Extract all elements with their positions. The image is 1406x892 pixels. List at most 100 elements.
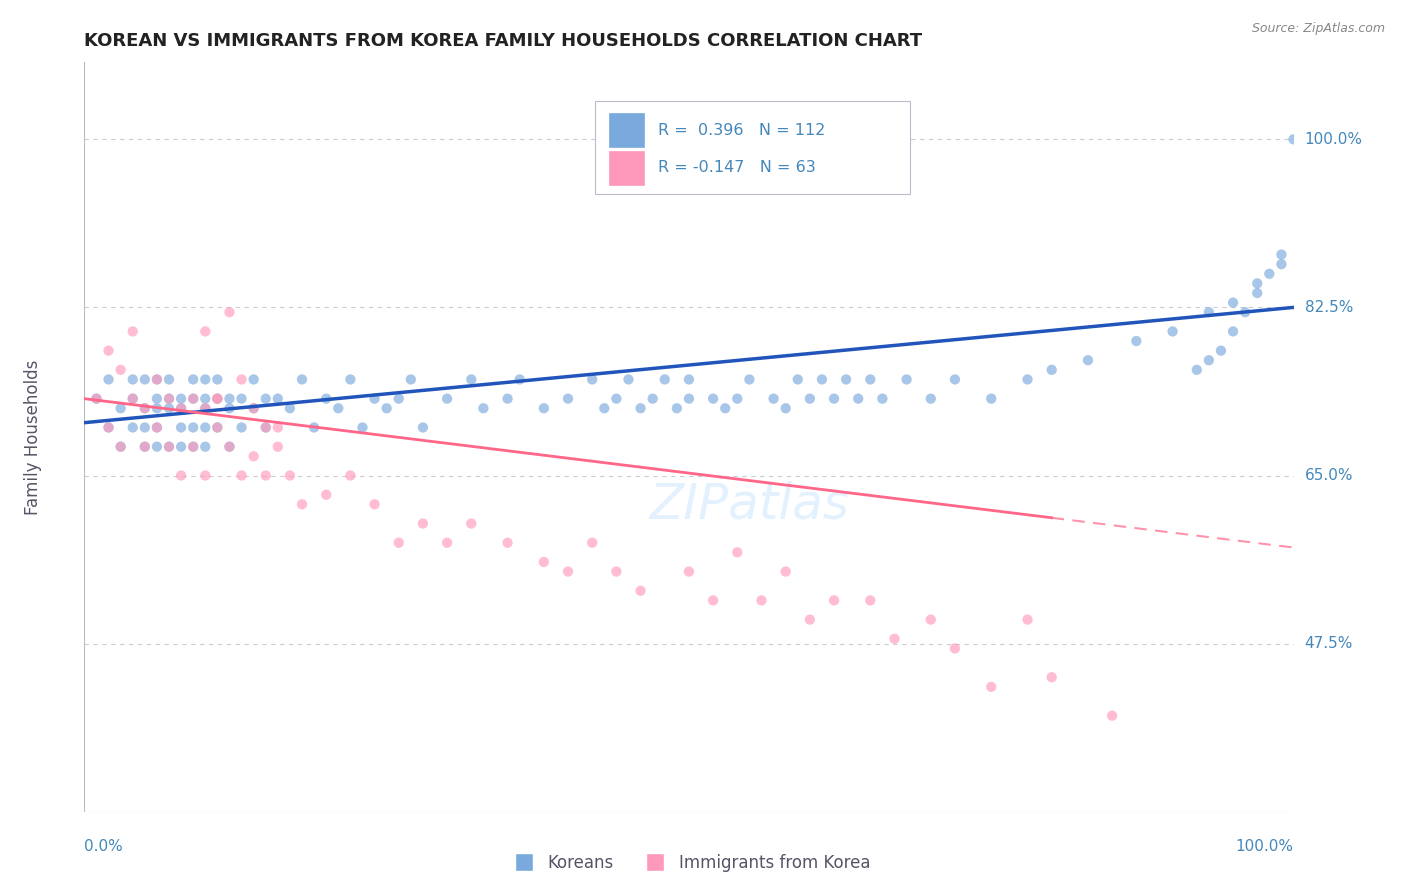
Point [641,392,664,406]
Point [207,372,229,386]
Point [242,450,264,464]
Point [496,535,519,549]
Point [86,392,108,406]
Point [194,420,217,434]
Point [181,440,204,454]
Point [157,372,180,386]
Point [181,440,204,454]
Point [278,401,301,416]
Point [315,488,337,502]
Point [207,420,229,434]
Point [460,516,482,531]
Point [97,420,120,434]
Point [121,392,143,406]
Point [1270,257,1292,271]
Point [1270,247,1292,261]
Point [207,392,229,406]
Point [630,583,652,598]
Point [581,535,603,549]
Text: 47.5%: 47.5% [1305,636,1353,651]
Point [157,392,180,406]
Point [1185,363,1208,377]
Point [170,401,193,416]
Point [194,468,217,483]
Point [799,392,821,406]
Point [533,401,555,416]
Point [557,392,579,406]
Point [110,440,132,454]
Point [121,372,143,386]
Point [146,372,169,386]
Point [121,392,143,406]
Point [231,468,253,483]
Point [291,497,314,511]
Point [943,372,966,386]
Point [194,401,217,416]
Point [859,593,882,607]
Point [218,305,240,319]
Point [762,392,785,406]
Point [460,372,482,386]
Point [194,325,217,339]
Point [121,420,143,434]
Point [472,401,495,416]
Point [194,440,217,454]
Point [267,392,290,406]
Point [883,632,905,646]
Point [157,440,180,454]
Point [980,680,1002,694]
Point [339,372,361,386]
Point [581,372,603,386]
Point [678,372,700,386]
Point [267,420,290,434]
Point [134,401,156,416]
Point [678,565,700,579]
Point [291,372,314,386]
Point [702,392,724,406]
Point [181,420,204,434]
Point [1017,613,1039,627]
Text: 65.0%: 65.0% [1305,468,1353,483]
Text: R = -0.147   N = 63: R = -0.147 N = 63 [658,161,815,175]
Point [315,392,337,406]
Point [157,392,180,406]
Point [97,343,120,358]
Point [1040,670,1063,684]
Point [134,440,156,454]
Point [617,372,640,386]
Point [121,325,143,339]
Point [97,420,120,434]
Point [593,401,616,416]
Point [702,593,724,607]
Text: KOREAN VS IMMIGRANTS FROM KOREA FAMILY HOUSEHOLDS CORRELATION CHART: KOREAN VS IMMIGRANTS FROM KOREA FAMILY H… [84,32,922,50]
Point [254,420,277,434]
Point [278,468,301,483]
Text: 100.0%: 100.0% [1305,132,1362,147]
Point [388,535,411,549]
Point [605,392,627,406]
Point [835,372,858,386]
Point [436,535,458,549]
Point [134,372,156,386]
Point [654,372,676,386]
Point [678,392,700,406]
Point [605,565,627,579]
Point [375,401,398,416]
Point [920,392,942,406]
Point [1101,708,1123,723]
Point [1161,325,1184,339]
Point [799,613,821,627]
Point [218,401,240,416]
Point [738,372,761,386]
Point [231,392,253,406]
Point [267,440,290,454]
Point [170,468,193,483]
Point [725,545,748,559]
Point [846,392,869,406]
Text: 82.5%: 82.5% [1305,300,1353,315]
Point [146,372,169,386]
Point [146,440,169,454]
Point [181,392,204,406]
Point [134,440,156,454]
Point [1077,353,1099,368]
